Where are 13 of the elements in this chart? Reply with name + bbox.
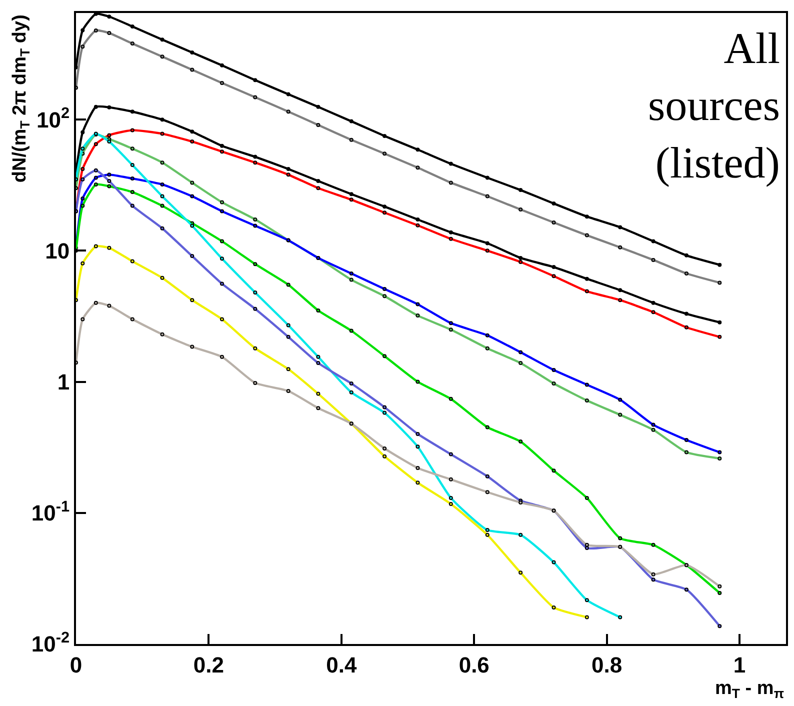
x-tick-label: 0.8	[592, 652, 622, 678]
y-tick-label: 1	[57, 369, 70, 394]
x-tick-label: 0.4	[326, 652, 358, 678]
annotation: All sources (listed)	[648, 24, 780, 188]
y-tick-label: 10$^{-1}$	[31, 498, 70, 526]
x-tick-label: 0.6	[458, 652, 490, 678]
x-axis-title: m$_{T}$ - m$_{π}$	[715, 678, 784, 701]
x-tick-label: 1	[733, 652, 746, 678]
y-tick-label: 10$^{2}$	[36, 105, 70, 132]
y-tick-label: 10	[45, 238, 70, 264]
x-tick-label: 0	[70, 652, 82, 678]
y-tick-label: 10$^{-2}$	[31, 629, 70, 657]
x-tick-label: 0.2	[193, 652, 224, 678]
